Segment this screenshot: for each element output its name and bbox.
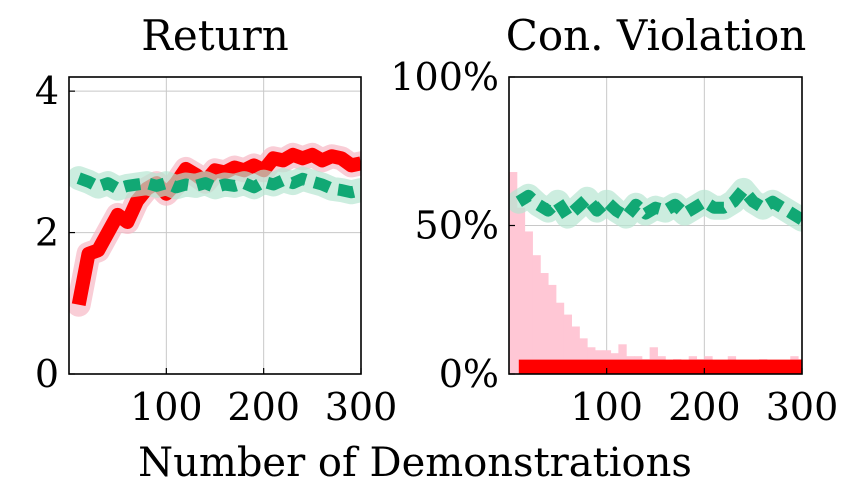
return-x-tick-label: 200 [227, 385, 300, 429]
violation-y-tick-label: 0% [439, 352, 499, 396]
violation-chart-title: Con. Violation [506, 11, 807, 60]
return-x-tick-label: 300 [325, 385, 398, 429]
violation-x-tick-label: 200 [668, 385, 741, 429]
violation-histogram-bar [618, 344, 627, 374]
return-y-tick-label: 2 [35, 211, 59, 255]
shared-x-axis-label: Number of Demonstrations [138, 440, 692, 486]
violation-histogram-bar [509, 172, 518, 374]
violation-histogram-bar [571, 326, 580, 374]
violation-histogram-bar [579, 338, 588, 374]
violation-histogram-bar [563, 314, 573, 374]
violation-baseline-line [515, 183, 802, 225]
violation-plot-area [509, 172, 802, 374]
return-chart: Return 100 200 300 0 2 4 [35, 11, 397, 429]
violation-histogram-bar [516, 207, 526, 374]
violation-y-tick-label: 50% [415, 204, 499, 248]
violation-x-tick-label: 300 [766, 385, 839, 429]
violation-histogram-bar [532, 255, 541, 374]
violation-histogram-bar [540, 273, 549, 374]
return-plot-area [69, 142, 361, 317]
violation-y-tick-label: 100% [390, 55, 499, 99]
violation-histogram-bar [524, 231, 533, 374]
return-y-tick-label: 0 [35, 352, 59, 396]
return-axes-frame [68, 76, 362, 375]
return-y-tick-label: 4 [35, 69, 59, 113]
return-baseline-line [76, 172, 361, 199]
violation-x-tick-label: 100 [570, 385, 643, 429]
violation-histogram-bar [548, 284, 557, 374]
return-chart-title: Return [141, 11, 289, 60]
return-method-line [71, 147, 361, 307]
violation-histogram-bar [555, 302, 565, 374]
violation-chart: Con. Violation 100 200 300 0% 50% 100% [390, 11, 838, 429]
return-x-tick-label: 100 [130, 385, 203, 429]
